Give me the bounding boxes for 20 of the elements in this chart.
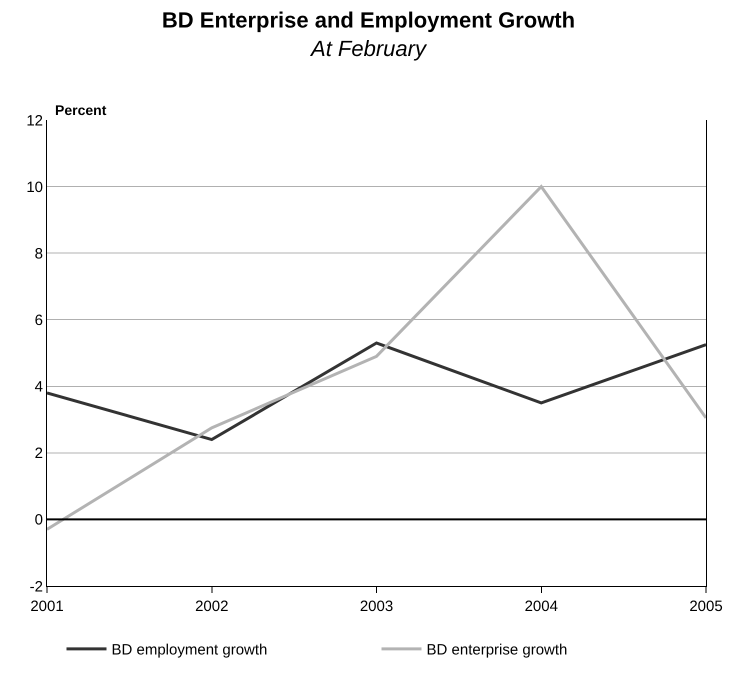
x-tick-label: 2004 xyxy=(524,598,558,615)
y-tick-label: 0 xyxy=(34,512,43,529)
y-tick-label: 12 xyxy=(26,112,43,130)
y-tick-label: -2 xyxy=(30,578,43,596)
y-tick-label: 6 xyxy=(34,312,43,329)
x-tick-label: 2002 xyxy=(195,598,228,615)
y-tick-label: 2 xyxy=(34,445,43,462)
x-tick-label: 2005 xyxy=(689,598,723,615)
line-series xyxy=(47,185,706,531)
legend-label: BD enterprise growth xyxy=(426,642,568,659)
chart-title: BD Enterprise and Employment Growth xyxy=(162,7,576,32)
chart-subtitle: At February xyxy=(309,36,428,62)
line-series xyxy=(47,342,706,442)
y-tick-label: 10 xyxy=(26,178,43,196)
y-axis-title: Percent xyxy=(55,102,107,118)
x-tick-label: 2001 xyxy=(30,598,64,615)
legend-label: BD employment growth xyxy=(112,642,268,659)
y-tick-label: 8 xyxy=(34,245,43,262)
x-tick-label: 2003 xyxy=(360,598,394,615)
y-tick-label: 4 xyxy=(34,378,43,396)
